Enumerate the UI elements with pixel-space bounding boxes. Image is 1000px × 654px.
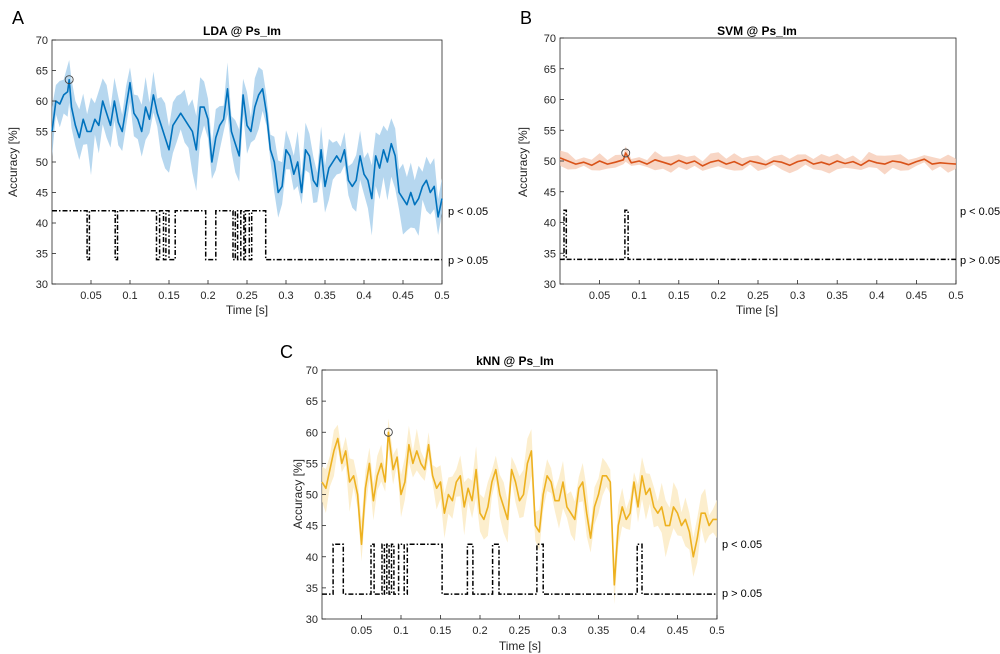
x-tick-label: 0.1 — [393, 625, 408, 637]
panel-c: C kNN @ Ps_Im 30 35 40 45 50 55 60 65 70 0.05 0.1… — [280, 342, 762, 653]
confidence-band — [322, 418, 717, 605]
panel-a: A LDA @ Ps_Im 30 35 40 45 50 55 60 65 70 0.05 0.1… — [6, 8, 488, 317]
x-tick-label: 0.35 — [588, 625, 609, 637]
significance-trace — [52, 210, 442, 261]
y-tick-label: 60 — [544, 95, 556, 107]
x-tick-label: 0.25 — [509, 625, 530, 637]
significance-trace — [322, 543, 717, 595]
y-tick-label: 65 — [306, 396, 318, 408]
x-tick-label: 0.4 — [356, 290, 371, 302]
chart-title: SVM @ Ps_Im — [717, 24, 797, 38]
y-tick-label: 70 — [544, 33, 556, 45]
y-tick-label: 50 — [544, 156, 556, 168]
y-tick-label: 40 — [544, 218, 556, 230]
accuracy-line — [559, 152, 957, 167]
y-tick-label: 30 — [544, 279, 556, 291]
x-tick-label: 0.15 — [430, 625, 451, 637]
x-tick-label: 0.3 — [551, 625, 566, 637]
y-tick-label: 35 — [544, 248, 556, 260]
sig-high-label: p < 0.05 — [722, 539, 762, 551]
x-axis-label: Time [s] — [499, 639, 541, 653]
y-tick-label: 55 — [36, 127, 48, 139]
panel-b: B SVM @ Ps_Im 30 35 40 45 50 55 60 65 70 0.05 0.1… — [516, 8, 1000, 317]
peak-marker — [64, 75, 74, 85]
y-tick-label: 70 — [36, 35, 48, 47]
y-tick-label: 45 — [36, 188, 48, 200]
sig-low-label: p > 0.05 — [722, 588, 762, 600]
x-tick-label: 0.4 — [630, 625, 645, 637]
y-tick-label: 55 — [544, 125, 556, 137]
sig-low-label: p > 0.05 — [448, 255, 488, 267]
y-tick-label: 30 — [306, 614, 318, 626]
x-tick-label: 0.3 — [278, 290, 293, 302]
significance-step — [52, 210, 442, 261]
x-tick-label: 0.5 — [434, 290, 449, 302]
y-tick-label: 50 — [36, 157, 48, 169]
y-tick-label: 40 — [36, 218, 48, 230]
y-tick-label: 45 — [544, 187, 556, 199]
sig-low-label: p > 0.05 — [960, 255, 1000, 267]
chart-title: LDA @ Ps_Im — [203, 24, 281, 38]
x-tick-label: 0.25 — [747, 290, 768, 302]
x-tick-label: 0.2 — [711, 290, 726, 302]
panel-label: B — [520, 8, 532, 28]
x-tick-label: 0.45 — [906, 290, 927, 302]
y-tick-label: 65 — [544, 64, 556, 76]
y-tick-label: 35 — [306, 583, 318, 595]
x-tick-label: 0.15 — [668, 290, 689, 302]
x-tick-label: 0.2 — [200, 290, 215, 302]
x-tick-label: 0.5 — [709, 625, 724, 637]
y-axis-label: Accuracy [%] — [6, 127, 20, 197]
x-tick-label: 0.5 — [948, 290, 963, 302]
sig-high-label: p < 0.05 — [960, 206, 1000, 218]
y-tick-label: 65 — [36, 66, 48, 78]
x-tick-label: 0.25 — [236, 290, 257, 302]
x-tick-label: 0.45 — [667, 625, 688, 637]
peak-marker — [621, 148, 631, 158]
accuracy-line — [51, 78, 443, 218]
x-tick-label: 0.05 — [351, 625, 372, 637]
x-tick-label: 0.2 — [472, 625, 487, 637]
y-tick-label: 35 — [36, 249, 48, 261]
x-tick-label: 0.3 — [790, 290, 805, 302]
y-axis-label: Accuracy [%] — [516, 127, 530, 197]
accuracy-line — [321, 431, 717, 586]
x-tick-label: 0.45 — [392, 290, 413, 302]
y-tick-label: 45 — [306, 521, 318, 533]
panel-label: C — [280, 342, 293, 362]
x-tick-label: 0.1 — [632, 290, 647, 302]
x-axis-label: Time [s] — [226, 303, 268, 317]
y-tick-label: 70 — [306, 365, 318, 377]
significance-step — [560, 209, 956, 261]
y-tick-label: 55 — [306, 458, 318, 470]
sig-high-label: p < 0.05 — [448, 206, 488, 218]
confidence-band — [52, 60, 442, 236]
x-tick-label: 0.05 — [589, 290, 610, 302]
chart-title: kNN @ Ps_Im — [476, 354, 554, 368]
significance-step — [322, 543, 717, 595]
y-tick-label: 50 — [306, 490, 318, 502]
y-tick-label: 60 — [36, 96, 48, 108]
confidence-band — [560, 146, 956, 175]
panel-label: A — [12, 8, 24, 28]
x-tick-label: 0.1 — [122, 290, 137, 302]
x-tick-label: 0.35 — [314, 290, 335, 302]
significance-trace — [560, 209, 956, 261]
x-axis-label: Time [s] — [736, 303, 778, 317]
x-tick-label: 0.35 — [826, 290, 847, 302]
y-tick-label: 40 — [306, 552, 318, 564]
x-tick-label: 0.15 — [158, 290, 179, 302]
y-tick-label: 60 — [306, 427, 318, 439]
y-tick-label: 30 — [36, 279, 48, 291]
x-tick-label: 0.05 — [80, 290, 101, 302]
y-axis-label: Accuracy [%] — [291, 459, 305, 529]
peak-marker — [383, 427, 393, 437]
x-tick-label: 0.4 — [869, 290, 884, 302]
